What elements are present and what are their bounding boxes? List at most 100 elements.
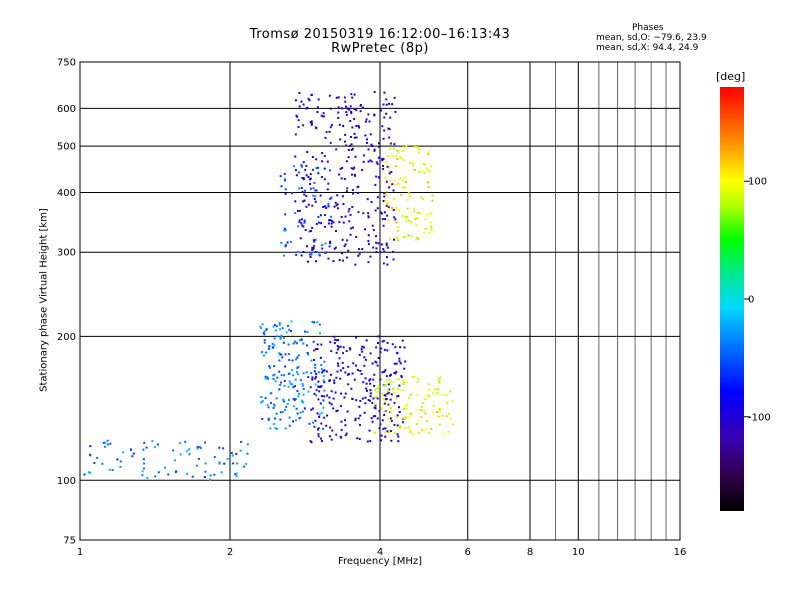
data-point [402,417,405,420]
data-point [315,372,318,375]
data-point [410,235,413,238]
data-point [321,160,324,163]
data-point [329,197,332,200]
data-point [323,369,326,372]
data-point [345,190,348,193]
data-point [402,158,405,161]
data-point [361,248,364,251]
data-point [353,378,356,381]
data-point [357,254,360,257]
data-point [351,192,354,195]
data-point [397,230,400,233]
data-point [309,183,312,186]
data-point [392,250,395,253]
data-point [302,225,305,228]
data-point [311,320,314,323]
data-point [386,202,389,205]
data-point [344,105,347,108]
data-point [106,443,109,446]
data-point [397,440,400,443]
data-point [317,427,320,430]
data-point [188,448,191,451]
data-point [363,356,366,359]
data-point [314,375,317,378]
data-point [374,389,377,392]
data-points [83,91,454,481]
data-point [317,371,320,374]
data-point [383,116,386,119]
data-point [141,474,144,477]
data-point [179,453,182,456]
data-point [385,180,388,183]
data-point [436,392,439,395]
data-point [344,434,347,437]
data-point [383,410,386,413]
data-point [421,197,424,200]
data-point [386,349,389,352]
data-point [292,342,295,345]
y-tick-label: 500 [57,142,76,153]
data-point [329,141,332,144]
data-point [310,359,313,362]
data-point [356,437,359,440]
data-point [218,461,221,464]
data-point [280,185,283,188]
data-point [296,356,299,359]
data-point [302,200,305,203]
data-point [374,415,377,418]
data-point [401,179,404,182]
data-point [344,419,347,422]
data-point [345,432,348,435]
data-point [383,414,386,417]
data-point [388,388,391,391]
data-point [382,199,385,202]
data-point [305,164,308,167]
data-point [382,248,385,251]
data-point [314,419,317,422]
data-point [313,366,316,369]
data-point [416,394,419,397]
data-point [371,224,374,227]
data-point [371,420,374,423]
data-point [369,159,372,162]
chart-title-line1: Tromsø 20150319 16:12:00–16:13:43 [249,27,511,42]
data-point [376,397,379,400]
data-point [361,168,364,171]
data-point [377,145,380,148]
data-point [316,412,319,415]
data-point [355,236,358,239]
data-point [305,194,308,197]
data-point [401,149,404,152]
data-point [347,210,350,213]
data-point [386,390,389,393]
data-point [218,462,221,465]
data-point [411,432,414,435]
data-point [294,133,297,136]
data-point [355,136,358,139]
data-point [294,155,297,158]
data-point [392,258,395,261]
data-point [347,365,350,368]
data-point [331,429,334,432]
data-point [106,439,109,442]
data-point [311,248,314,251]
data-point [431,199,434,202]
data-point [380,109,383,112]
data-point [174,470,177,473]
data-point [357,124,360,127]
data-point [347,383,350,386]
data-point [351,188,354,191]
data-point [266,377,269,380]
data-point [319,194,322,197]
data-point [372,229,375,232]
data-point [385,244,388,247]
data-point [389,398,392,401]
data-point [416,146,419,149]
data-point [423,232,426,235]
data-point [296,390,299,393]
data-point [338,259,341,262]
data-point [366,389,369,392]
data-point [280,381,283,384]
data-point [417,377,420,380]
data-point [334,201,337,204]
